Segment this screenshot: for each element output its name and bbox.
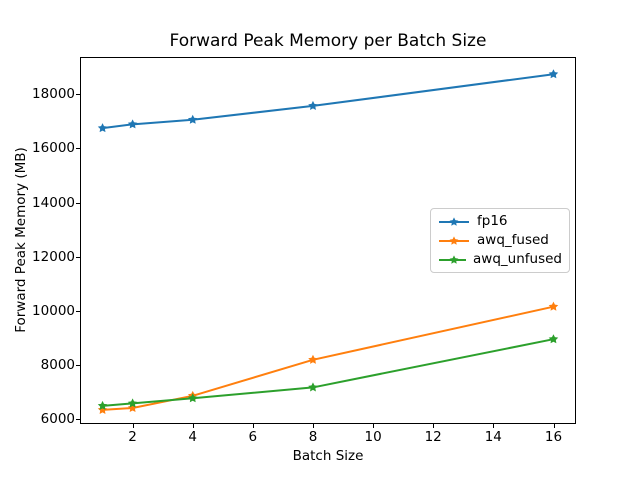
x-tick-label: 14: [484, 429, 502, 445]
legend-star-icon: [449, 235, 459, 245]
data-point-marker-fp16: [97, 123, 108, 133]
y-tick-label: 18000: [32, 86, 75, 103]
data-point-marker-awq_unfused: [548, 334, 559, 344]
data-point-marker-fp16: [127, 119, 138, 129]
y-tick-mark: [76, 419, 80, 421]
x-tick-mark: [493, 424, 495, 428]
legend-label-fp16: fp16: [477, 212, 508, 229]
data-point-marker-fp16: [187, 114, 198, 124]
x-tick-label: 2: [128, 429, 137, 445]
legend-star-icon: [449, 254, 459, 264]
legend-entry-awq_unfused: awq_unfused: [438, 250, 562, 269]
legend-line-sample-awq_fused: [439, 235, 469, 245]
data-point-marker-fp16: [548, 69, 559, 79]
legend: fp16 awq_fused awq_unfused: [430, 208, 570, 273]
plot-canvas: [80, 57, 576, 424]
series-line-fp16: [102, 73, 554, 130]
x-tick-label: 16: [544, 429, 563, 445]
x-tick-label: 8: [308, 429, 318, 445]
plot-area: fp16 awq_fused awq_unfused: [80, 57, 576, 424]
data-point-marker-awq_fused: [548, 301, 559, 311]
data-point-marker-awq_fused: [97, 404, 108, 414]
y-tick-mark: [76, 94, 80, 96]
legend-label-awq_unfused: awq_unfused: [473, 250, 562, 267]
x-tick-mark: [313, 424, 314, 428]
y-tick-mark: [76, 202, 80, 204]
data-point-marker-awq_fused: [127, 403, 138, 413]
y-tick-label: 12000: [32, 248, 75, 265]
x-tick-label: 4: [188, 429, 197, 445]
x-tick-mark: [192, 424, 194, 428]
y-tick-label: 10000: [32, 303, 75, 319]
x-tick-label: 10: [364, 429, 382, 445]
data-point-marker-awq_unfused: [187, 393, 198, 403]
data-point-marker-awq_unfused: [97, 400, 108, 410]
series-line-awq_unfused: [102, 338, 554, 407]
legend-entry-fp16: fp16: [438, 212, 562, 231]
axes-frame: [80, 57, 576, 424]
legend-line-sample-fp16: [439, 216, 469, 226]
x-tick-mark: [433, 424, 435, 428]
y-tick-label: 6000: [40, 411, 75, 428]
data-point-marker-awq_unfused: [308, 382, 318, 392]
y-tick-mark: [76, 365, 80, 367]
y-tick-mark: [76, 256, 80, 258]
x-tick-label: 6: [248, 429, 258, 445]
x-tick-mark: [553, 424, 555, 428]
y-tick-label: 16000: [32, 140, 75, 157]
data-point-marker-awq_fused: [308, 354, 318, 364]
legend-star-icon: [449, 216, 459, 226]
legend-entry-awq_fused: awq_fused: [438, 231, 562, 250]
y-tick-mark: [76, 148, 80, 150]
x-axis-label: Batch Size: [292, 448, 364, 464]
y-tick-mark: [76, 311, 80, 312]
data-point-marker-awq_unfused: [127, 398, 138, 408]
y-tick-label: 14000: [32, 194, 75, 211]
x-tick-label: 12: [424, 429, 442, 445]
chart-title: Forward Peak Memory per Batch Size: [169, 31, 487, 51]
x-tick-mark: [373, 424, 375, 428]
series-line-awq_fused: [102, 305, 554, 411]
y-tick-label: 8000: [40, 357, 75, 374]
x-tick-mark: [252, 424, 254, 428]
data-point-marker-fp16: [308, 100, 318, 110]
legend-label-awq_fused: awq_fused: [477, 231, 549, 248]
legend-line-sample-awq_unfused: [439, 254, 467, 264]
x-tick-mark: [132, 424, 134, 428]
